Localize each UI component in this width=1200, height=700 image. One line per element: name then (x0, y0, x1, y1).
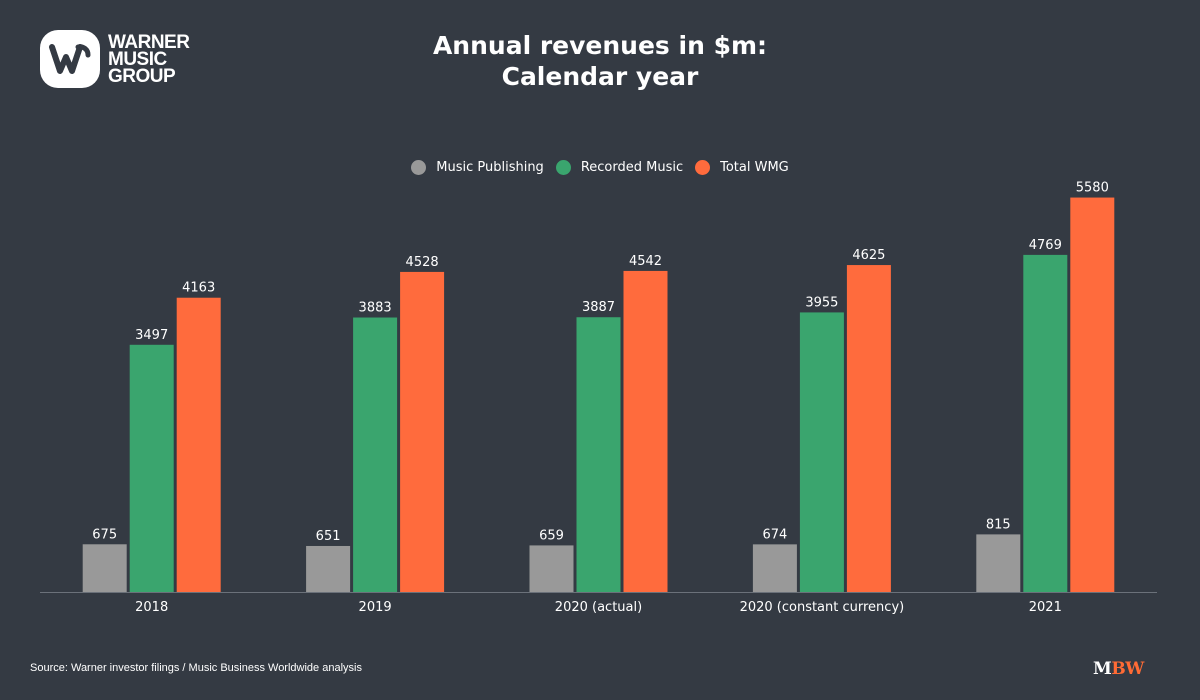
x-tick-label-2: 2020 (actual) (555, 600, 642, 615)
mbw-watermark-logo: MBW (1093, 659, 1144, 679)
mbw-bw: BW (1111, 659, 1144, 679)
logo-line-3: GROUP (108, 65, 176, 87)
x-tick-label-4: 2021 (1029, 600, 1062, 615)
legend-label-total-wmg: Total WMG (720, 160, 789, 175)
legend-label-music-publishing: Music Publishing (436, 160, 544, 175)
bar-music-publishing-1 (306, 545, 351, 592)
legend-swatch-total-wmg (695, 160, 711, 175)
x-tick-label-0: 2018 (135, 600, 168, 615)
mbw-m: M (1093, 659, 1112, 679)
source-note: Source: Warner investor filings / Music … (30, 662, 362, 674)
bar-total-wmg-4 (1070, 197, 1115, 592)
bar-recorded-music-4 (1023, 254, 1068, 592)
bar-total-wmg-1 (400, 271, 445, 592)
data-label-total-wmg-2: 4542 (629, 254, 662, 269)
chart-title-line-1: Annual revenues in $m: (432, 31, 768, 60)
data-label-music-publishing-0: 675 (92, 527, 117, 542)
bar-recorded-music-3 (799, 312, 844, 592)
x-tick-label-3: 2020 (constant currency) (740, 600, 905, 615)
bar-music-publishing-2 (529, 545, 574, 592)
bar-total-wmg-2 (623, 270, 668, 592)
logo-line-1: WARNER (108, 31, 190, 53)
chart-legend: Music Publishing Recorded Music Total WM… (0, 160, 1200, 175)
logo-wordmark: WARNER MUSIC GROUP (108, 31, 190, 87)
bar-total-wmg-3 (846, 265, 891, 592)
data-label-recorded-music-0: 3497 (135, 328, 168, 343)
data-label-recorded-music-4: 4769 (1029, 238, 1062, 253)
bar-music-publishing-4 (976, 534, 1021, 592)
data-label-music-publishing-3: 674 (762, 527, 787, 542)
data-label-total-wmg-3: 4625 (852, 248, 885, 263)
data-label-recorded-music-1: 3883 (359, 301, 392, 316)
data-label-music-publishing-4: 815 (986, 517, 1011, 532)
bar-music-publishing-3 (752, 544, 797, 592)
data-label-recorded-music-2: 3887 (582, 300, 615, 315)
legend-item-music-publishing[interactable]: Music Publishing (411, 160, 544, 175)
logo-line-2: MUSIC (108, 48, 167, 70)
legend-item-total-wmg[interactable]: Total WMG (695, 160, 789, 175)
legend-label-recorded-music: Recorded Music (580, 160, 684, 175)
bar-recorded-music-0 (129, 344, 174, 592)
data-label-recorded-music-3: 3955 (805, 295, 838, 310)
warner-w-icon (40, 30, 100, 88)
data-label-total-wmg-0: 4163 (182, 281, 215, 296)
data-label-music-publishing-1: 651 (316, 529, 341, 544)
bar-total-wmg-0 (176, 297, 221, 592)
chart-title-line-2: Calendar year (501, 62, 699, 91)
chart-title: Annual revenues in $m: Calendar year (0, 30, 1200, 92)
data-label-music-publishing-2: 659 (539, 528, 564, 543)
warner-music-group-logo: WARNER MUSIC GROUP (40, 30, 190, 88)
bar-recorded-music-1 (353, 317, 398, 592)
x-tick-label-1: 2019 (359, 600, 392, 615)
legend-swatch-recorded-music (555, 160, 571, 175)
data-label-total-wmg-1: 4528 (406, 255, 439, 270)
bar-music-publishing-0 (82, 544, 127, 592)
data-label-total-wmg-4: 5580 (1076, 181, 1109, 196)
legend-item-recorded-music[interactable]: Recorded Music (555, 160, 684, 175)
legend-swatch-music-publishing (411, 160, 427, 175)
bar-recorded-music-2 (576, 317, 621, 592)
